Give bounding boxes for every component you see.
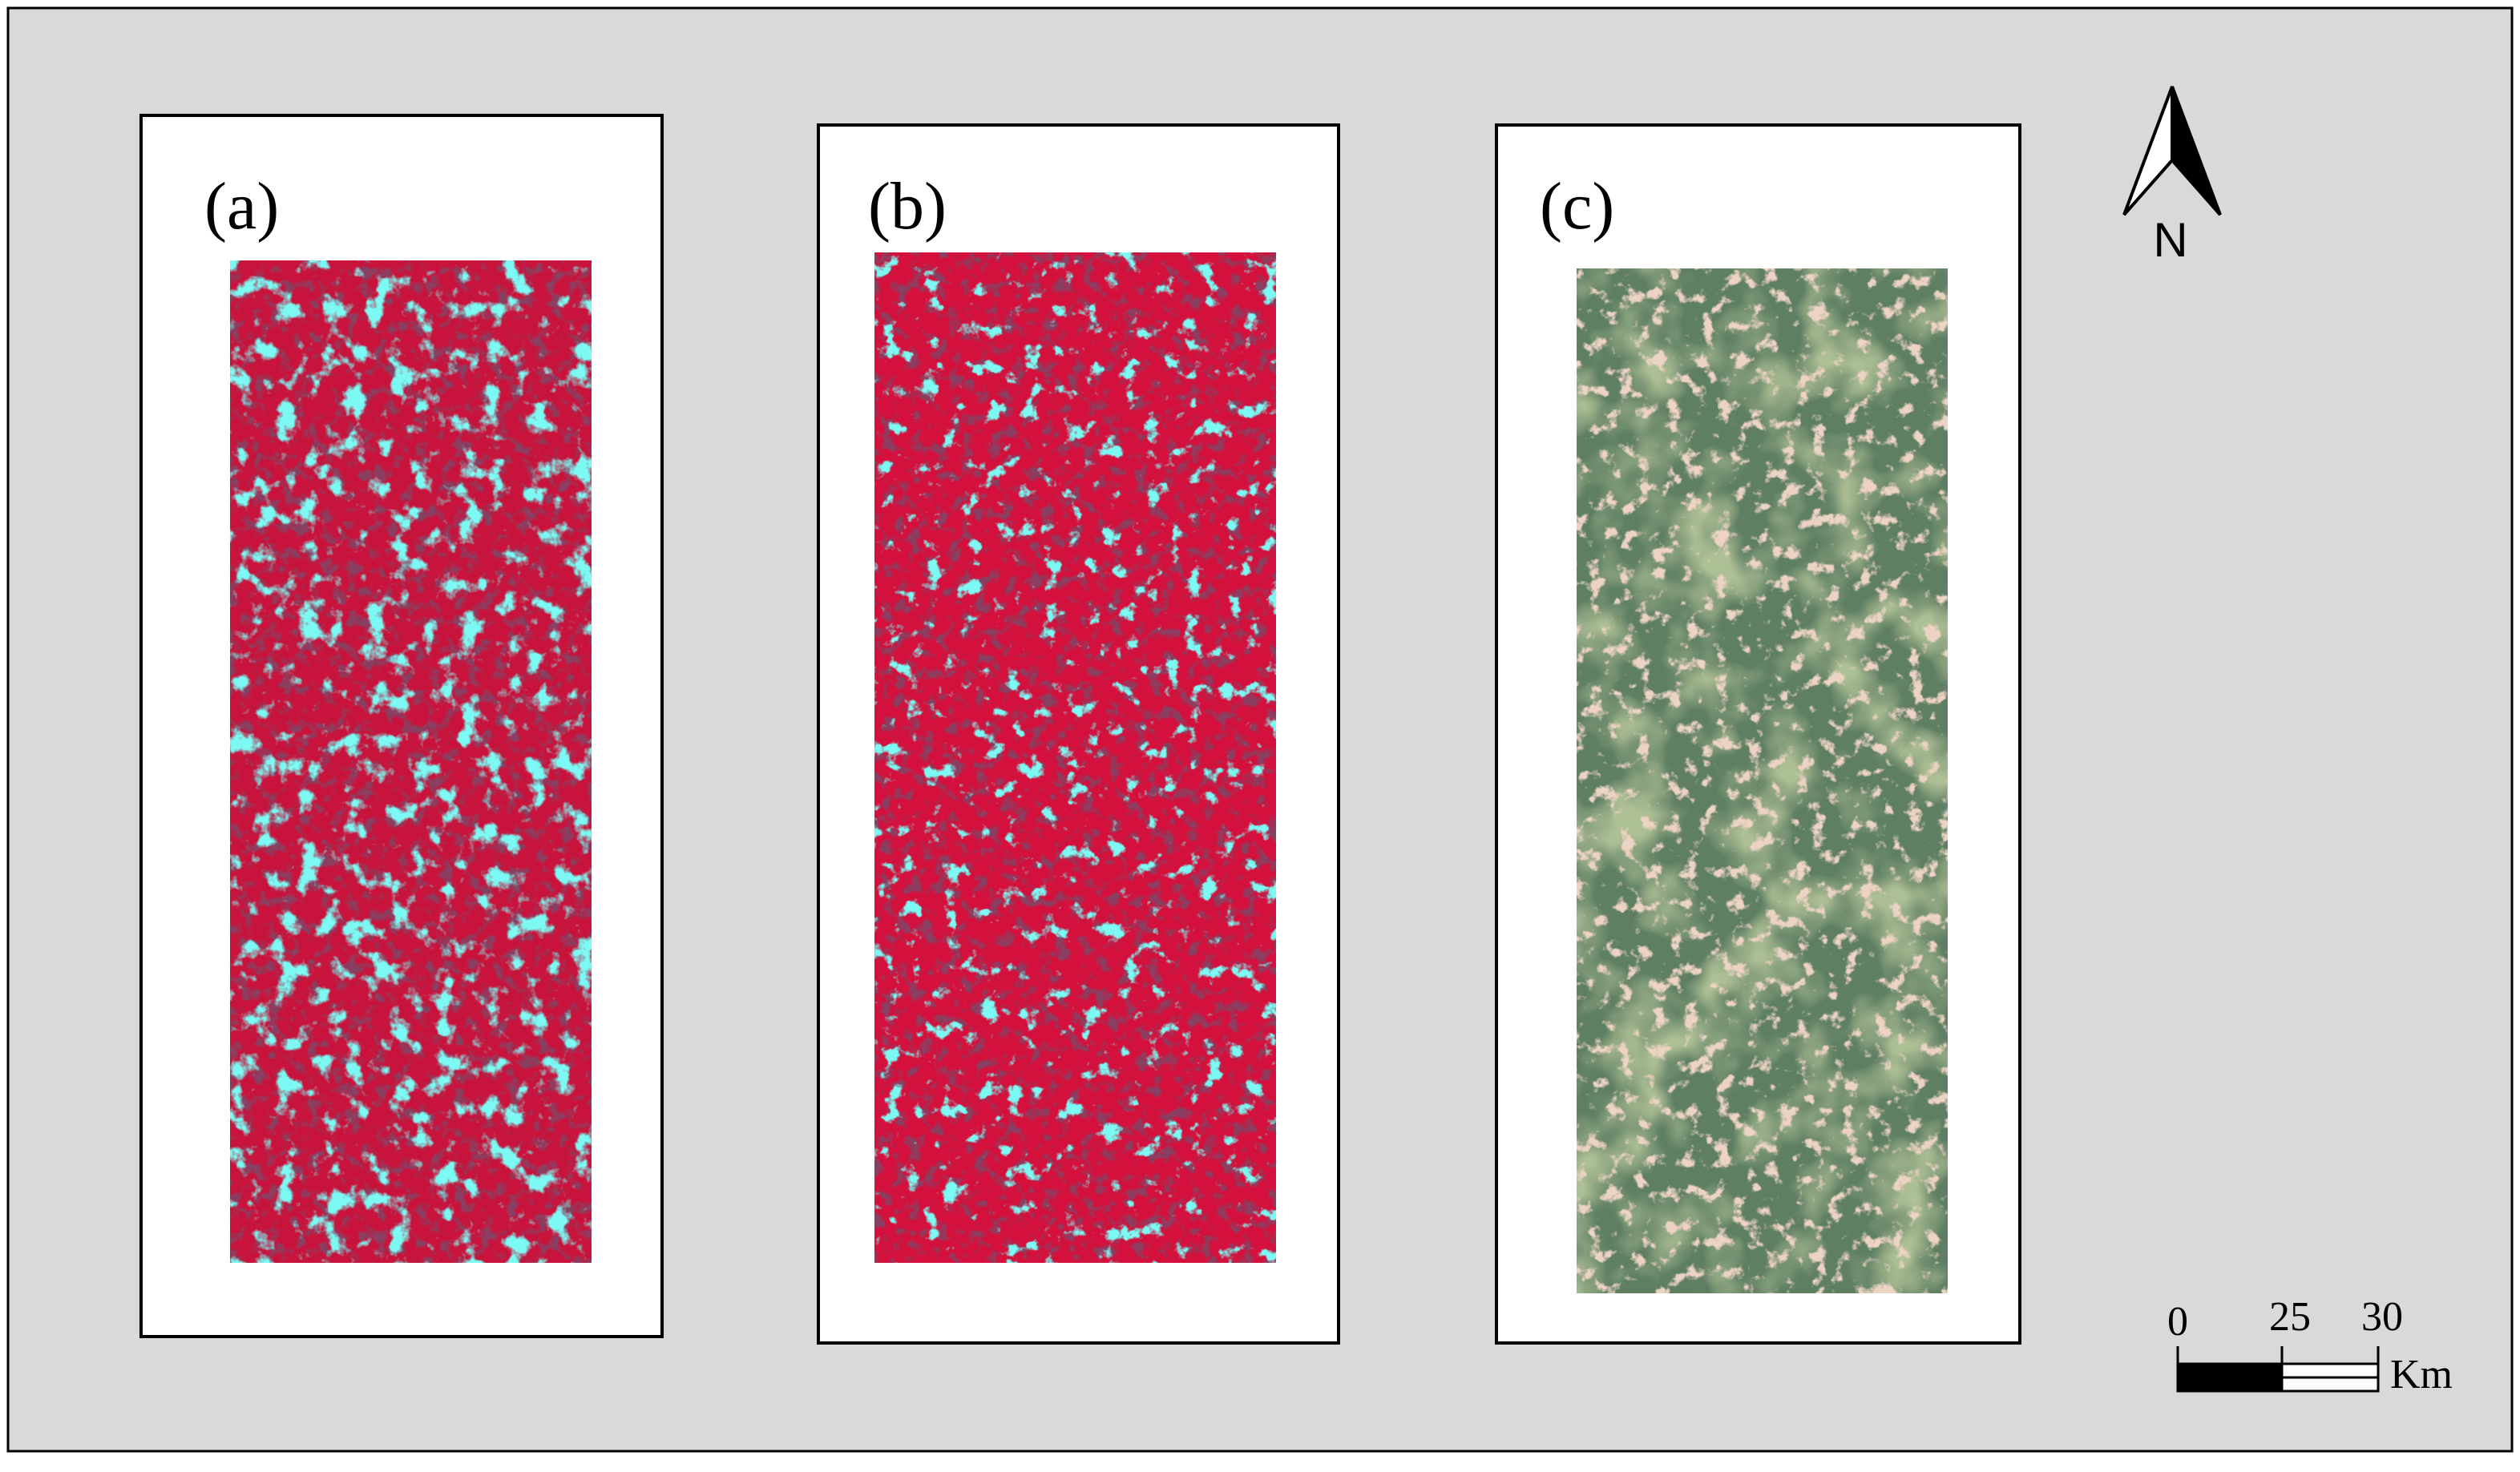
scale-segment — [2176, 1362, 2284, 1393]
satellite-image — [874, 252, 1276, 1263]
arrow-right — [2171, 86, 2222, 216]
satellite-image — [230, 260, 592, 1263]
satellite-image — [1577, 268, 1948, 1293]
panel-label: (c) — [1540, 169, 1614, 244]
panel-label: (a) — [204, 169, 279, 244]
image-texture — [230, 260, 592, 1263]
image-texture — [1577, 268, 1948, 1293]
scale-bar: 0 25 30 Km — [2167, 1294, 2453, 1397]
scale-label: 30 — [2361, 1294, 2403, 1340]
panel-label: (b) — [868, 169, 947, 244]
north-arrow: N — [2122, 86, 2222, 267]
scale-label: 0 — [2167, 1299, 2188, 1345]
image-texture — [874, 252, 1276, 1263]
scale-unit: Km — [2390, 1352, 2453, 1397]
scale-label: 25 — [2269, 1294, 2311, 1340]
north-label: N — [2153, 213, 2187, 267]
